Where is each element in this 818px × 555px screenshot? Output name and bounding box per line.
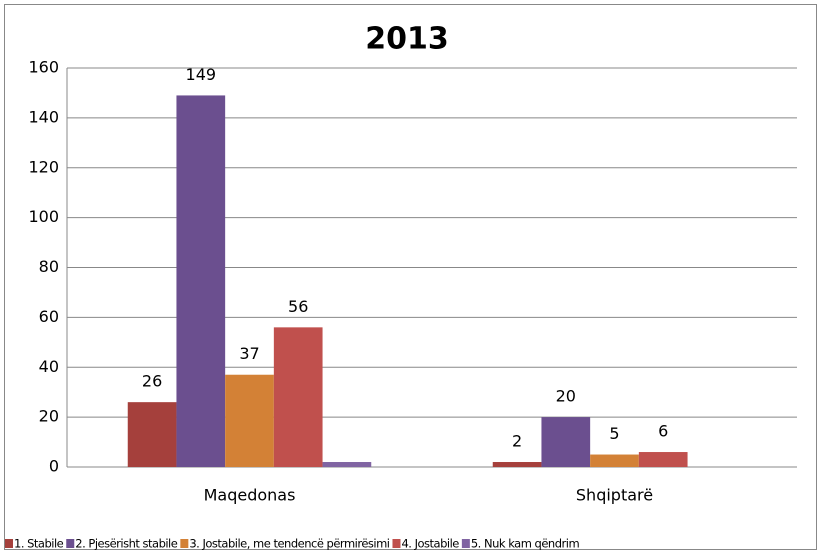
legend-label: 4. Jostabile [401,537,459,551]
bar [127,402,177,467]
bar [492,462,542,467]
y-tick-label: 80 [39,257,59,276]
bar [322,462,372,467]
chart-title: 2013 [365,22,449,57]
data-label: 26 [142,372,162,391]
data-label: 2 [512,432,522,451]
bar [225,374,274,467]
y-tick-label: 160 [28,58,59,77]
legend-label: 2. Pjesërisht stabile [75,537,178,551]
legend-swatch [461,539,470,548]
data-label: 149 [186,65,217,84]
x-tick-label: Shqiptarë [576,486,653,505]
data-label: 5 [609,424,619,443]
data-label: 20 [556,387,576,406]
y-tick-label: 40 [39,357,59,376]
legend-swatch [392,539,401,548]
x-tick-label: Maqedonas [204,486,296,505]
bar [590,454,639,467]
y-tick-label: 60 [39,307,59,326]
legend-label: 5. Nuk kam qëndrim [471,537,580,551]
bar [176,95,226,468]
legend-swatch [66,539,75,548]
legend-swatch [180,539,189,548]
chart-border [4,4,817,550]
y-tick-label: 100 [28,207,59,226]
bar [638,452,688,467]
y-tick-label: 120 [28,157,59,176]
data-label: 56 [288,297,308,316]
legend-swatch [5,539,13,548]
data-label: 37 [239,344,259,363]
y-tick-label: 140 [28,107,59,126]
legend-label: 1. Stabile [14,537,64,551]
data-label: 6 [658,422,668,441]
bar [541,417,591,467]
legend-label: 3. Jostabile, me tendencë përmirësimi [189,537,389,551]
bar [273,327,323,467]
y-tick-label: 0 [49,457,59,476]
y-tick-label: 20 [39,407,59,426]
